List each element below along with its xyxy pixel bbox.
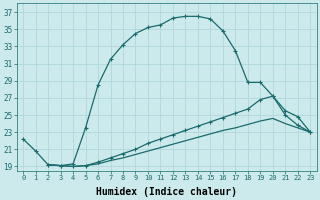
X-axis label: Humidex (Indice chaleur): Humidex (Indice chaleur) [96,186,237,197]
